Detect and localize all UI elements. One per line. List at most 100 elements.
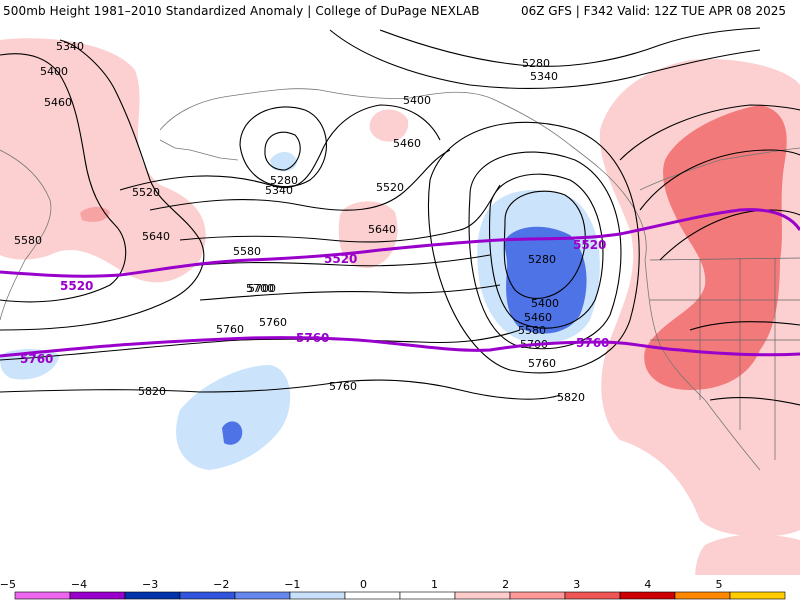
height-contours — [0, 27, 800, 406]
contour-label: 5280 — [522, 57, 550, 70]
reference-label: 5520 — [573, 238, 606, 252]
reference-contour-5760 — [0, 336, 800, 358]
contour-label: 5700 — [246, 282, 274, 295]
colorbar-segment — [619, 591, 676, 600]
contour-label: 5400 — [531, 297, 559, 310]
colorbar-segment — [344, 591, 401, 600]
reference-lines — [0, 208, 800, 358]
colorbar-segment — [69, 591, 126, 600]
state-lines — [650, 258, 800, 460]
contour-labels: 5340 5400 5460 5520 5580 5640 5700 5760 … — [14, 40, 585, 404]
colorbar-segment — [674, 591, 731, 600]
colorbar-tick-label: −5 — [0, 578, 16, 591]
contour-line — [468, 151, 622, 350]
contour-label: 5520 — [132, 186, 160, 199]
reference-labels: 5520 5520 5760 5760 5760 — [20, 252, 609, 366]
colorbar-segment — [289, 591, 346, 600]
reference-label: 5760 — [576, 336, 609, 350]
coastline-west-us — [644, 259, 761, 471]
contour-label: 5580 — [518, 324, 546, 337]
colorbar-ticks: −5 −4 −3 −2 −1 0 1 2 3 4 5 — [0, 578, 723, 591]
colorbar-tick-label: 2 — [502, 578, 509, 591]
colorbar-tick-label: 3 — [573, 578, 580, 591]
colorbar-segment — [564, 591, 621, 600]
contour-line — [639, 149, 800, 211]
contour-line — [619, 104, 800, 161]
contour-line — [119, 104, 441, 191]
positive-anomaly-region — [695, 534, 800, 580]
contour-label: 5400 — [403, 94, 431, 107]
positive-anomaly-core — [644, 105, 787, 390]
aleutian-chain — [159, 139, 239, 161]
colorbar-segment — [234, 591, 291, 600]
positive-anomaly-region — [338, 201, 398, 269]
contour-line — [379, 27, 761, 67]
negative-anomaly-region — [270, 151, 297, 172]
colorbar-segment — [399, 591, 456, 600]
contour-label: 5340 — [530, 70, 558, 83]
negative-anomaly-region — [176, 365, 291, 470]
colorbar-segment — [179, 591, 236, 600]
contour-label: 5580 — [233, 245, 261, 258]
contour-label: 5760 — [216, 323, 244, 336]
colorbar-tick-label: 1 — [431, 578, 438, 591]
colorbar-tick-label: 4 — [644, 578, 651, 591]
contour-line — [199, 284, 501, 301]
colorbar-segment — [124, 591, 181, 600]
contour-line — [0, 39, 205, 331]
colorbar-tick-label: 5 — [716, 578, 723, 591]
contour-label: 5460 — [44, 96, 72, 109]
contour-label: 5760 — [329, 380, 357, 393]
contour-line — [489, 173, 604, 329]
contour-label: 5340 — [265, 184, 293, 197]
colorbar-segment — [454, 591, 511, 600]
colorbar-tick-label: −2 — [213, 578, 229, 591]
contour-label: 5280 — [528, 253, 556, 266]
positive-anomaly-region — [369, 109, 409, 142]
contour-line — [179, 184, 501, 243]
negative-anomaly-core — [504, 226, 587, 334]
contour-line — [329, 29, 761, 89]
contour-label: 5580 — [14, 234, 42, 247]
reference-label: 5760 — [296, 331, 329, 345]
colorbar-graphic: −5 −4 −3 −2 −1 0 1 2 3 4 5 — [0, 578, 786, 600]
contour-label: 5700 — [248, 282, 276, 295]
contour-label: 5460 — [393, 137, 421, 150]
map-title: 500mb Height 1981–2010 Standardized Anom… — [3, 4, 480, 18]
contour-label: 5460 — [524, 311, 552, 324]
map-header: 500mb Height 1981–2010 Standardized Anom… — [0, 0, 800, 22]
colorbar-segments — [14, 591, 786, 600]
contour-label: 5280 — [270, 174, 298, 187]
contour-line — [503, 190, 586, 299]
contour-line — [239, 106, 327, 188]
reference-contour-5520 — [0, 208, 800, 278]
anomaly-shading — [0, 38, 800, 580]
colorbar-segment — [509, 591, 566, 600]
contour-line — [689, 321, 800, 331]
contour-label: 5820 — [557, 391, 585, 404]
negative-anomaly-core — [222, 421, 243, 445]
state-boundaries — [649, 257, 800, 460]
positive-anomaly-region — [0, 38, 206, 283]
contour-line — [149, 149, 451, 211]
contour-line — [0, 329, 521, 361]
colorbar-tick-label: −3 — [142, 578, 158, 591]
colorbar: −5 −4 −3 −2 −1 0 1 2 3 4 5 — [0, 575, 800, 600]
reference-labels-extra: 5520 — [573, 238, 606, 252]
contour-label: 5760 — [528, 357, 556, 370]
coastline-alaska — [159, 88, 647, 261]
colorbar-segment — [14, 591, 71, 600]
colorbar-tick-label: −1 — [284, 578, 300, 591]
reference-label: 5760 — [20, 352, 53, 366]
contour-line — [0, 53, 127, 303]
contour-label: 5640 — [142, 230, 170, 243]
contour-line — [427, 121, 640, 374]
contour-label: 5400 — [40, 65, 68, 78]
reference-label: 5520 — [324, 252, 357, 266]
colorbar-segment — [729, 591, 786, 600]
colorbar-tick-label: 0 — [360, 578, 367, 591]
contour-label: 5640 — [368, 223, 396, 236]
run-info: 06Z GFS | F342 Valid: 12Z TUE APR 08 202… — [520, 4, 786, 18]
contour-label: 5760 — [259, 316, 287, 329]
positive-anomaly-core — [80, 206, 110, 222]
